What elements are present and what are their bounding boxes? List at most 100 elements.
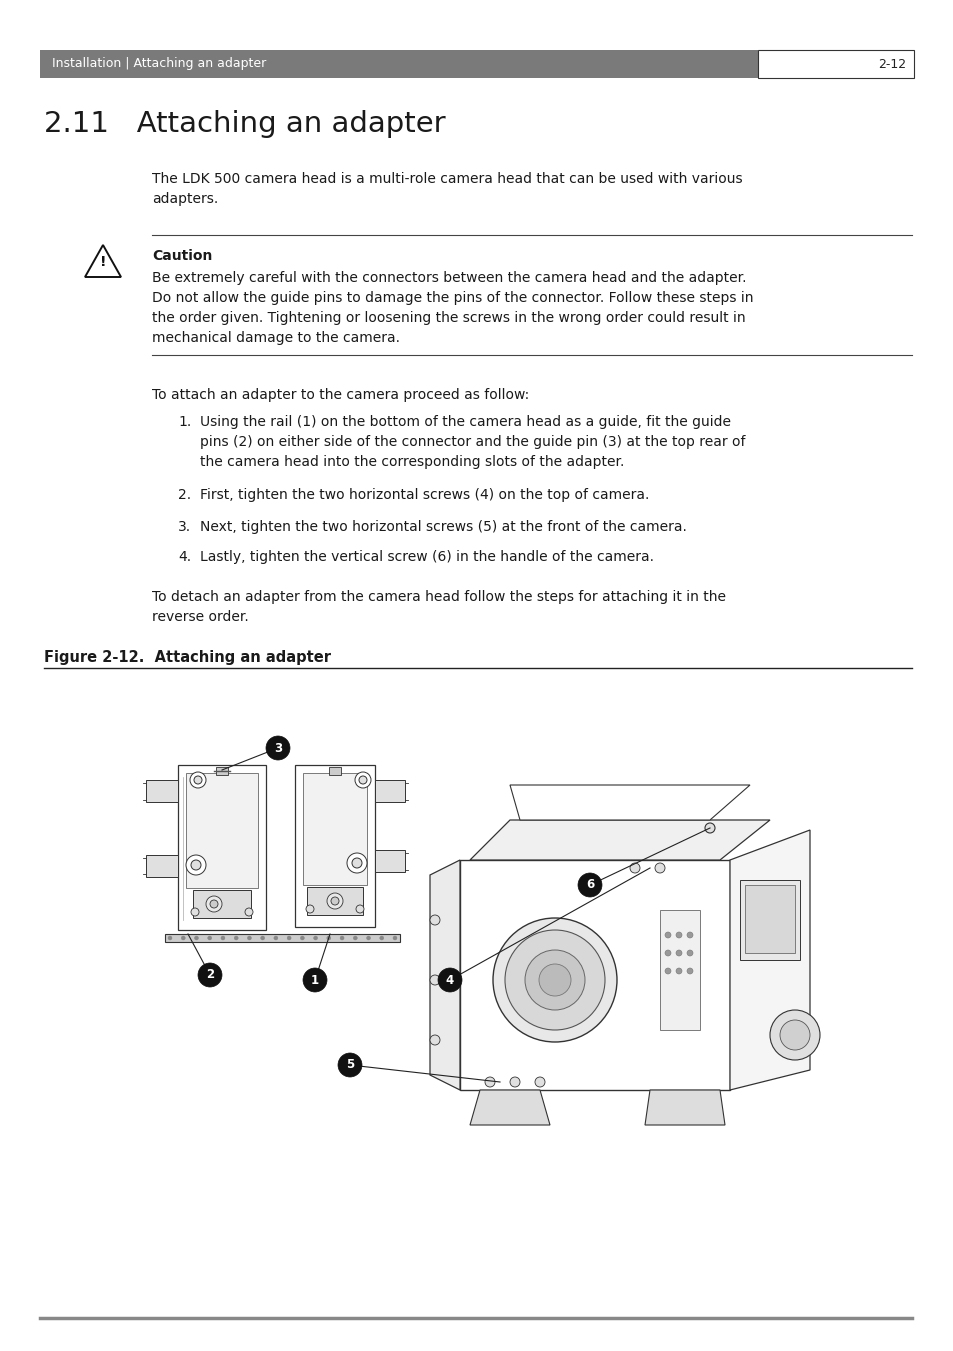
Text: 2.11   Attaching an adapter: 2.11 Attaching an adapter (44, 109, 445, 138)
Circle shape (358, 775, 367, 784)
Circle shape (266, 736, 290, 761)
Circle shape (303, 969, 327, 992)
Circle shape (337, 1052, 361, 1077)
Circle shape (676, 969, 681, 974)
Circle shape (233, 936, 238, 940)
Polygon shape (644, 1090, 724, 1125)
Circle shape (535, 1077, 544, 1088)
Circle shape (676, 932, 681, 938)
Bar (215, 767, 228, 775)
Circle shape (339, 936, 344, 940)
Bar (178, 765, 266, 929)
Bar (303, 773, 367, 885)
Circle shape (686, 950, 692, 957)
Circle shape (430, 1035, 439, 1046)
Bar (186, 773, 257, 888)
Polygon shape (510, 785, 749, 820)
Text: Be extremely careful with the connectors between the camera head and the adapter: Be extremely careful with the connectors… (152, 272, 753, 345)
Circle shape (686, 932, 692, 938)
Bar (659, 911, 700, 1029)
Text: 3: 3 (274, 742, 282, 754)
Bar (740, 880, 800, 961)
Circle shape (524, 950, 584, 1011)
Circle shape (194, 936, 198, 940)
Circle shape (430, 975, 439, 985)
Text: Lastly, tighten the vertical screw (6) in the handle of the camera.: Lastly, tighten the vertical screw (6) i… (200, 550, 654, 563)
Circle shape (664, 932, 670, 938)
Text: 2-12: 2-12 (877, 58, 905, 70)
Text: Figure 2-12.  Attaching an adapter: Figure 2-12. Attaching an adapter (44, 650, 331, 665)
Bar (40, 50, 758, 78)
Circle shape (314, 936, 317, 940)
Text: To attach an adapter to the camera proceed as follow:: To attach an adapter to the camera proce… (152, 388, 529, 403)
Bar (307, 888, 363, 915)
Bar (146, 780, 178, 802)
Circle shape (769, 1011, 820, 1061)
Circle shape (306, 905, 314, 913)
Circle shape (353, 936, 357, 940)
Circle shape (780, 1020, 809, 1050)
Bar (146, 855, 178, 877)
Circle shape (664, 969, 670, 974)
Circle shape (300, 936, 304, 940)
Text: First, tighten the two horizontal screws (4) on the top of camera.: First, tighten the two horizontal screws… (200, 488, 649, 503)
Circle shape (355, 771, 371, 788)
Circle shape (210, 900, 218, 908)
Circle shape (655, 863, 664, 873)
Text: 6: 6 (585, 878, 594, 892)
Circle shape (186, 855, 206, 875)
Circle shape (347, 852, 367, 873)
Bar (329, 767, 340, 775)
Circle shape (355, 905, 364, 913)
Text: 2.: 2. (178, 488, 191, 503)
Text: 2: 2 (206, 969, 213, 981)
Bar (758, 50, 913, 78)
Circle shape (198, 963, 222, 988)
Circle shape (274, 936, 277, 940)
Bar (165, 934, 399, 942)
Circle shape (181, 936, 185, 940)
Text: 4.: 4. (178, 550, 191, 563)
Bar (459, 861, 729, 1090)
Circle shape (260, 936, 264, 940)
Text: Using the rail (1) on the bottom of the camera head as a guide, fit the guide
pi: Using the rail (1) on the bottom of the … (200, 415, 744, 469)
Text: 1: 1 (311, 974, 318, 986)
Circle shape (393, 936, 396, 940)
Circle shape (191, 908, 199, 916)
Circle shape (245, 908, 253, 916)
Text: !: ! (100, 255, 106, 269)
Text: 1.: 1. (178, 415, 191, 430)
Circle shape (287, 936, 291, 940)
Circle shape (366, 936, 370, 940)
Circle shape (168, 936, 172, 940)
Bar (744, 885, 794, 952)
Circle shape (430, 915, 439, 925)
Polygon shape (430, 861, 459, 1090)
Circle shape (664, 950, 670, 957)
Circle shape (538, 965, 571, 996)
Bar (294, 765, 375, 927)
Circle shape (352, 858, 361, 867)
Circle shape (676, 950, 681, 957)
Circle shape (504, 929, 604, 1029)
Bar (375, 780, 405, 802)
Bar (375, 850, 405, 871)
Circle shape (206, 896, 222, 912)
Circle shape (190, 771, 206, 788)
Circle shape (686, 969, 692, 974)
Circle shape (331, 897, 338, 905)
Text: Next, tighten the two horizontal screws (5) at the front of the camera.: Next, tighten the two horizontal screws … (200, 520, 686, 534)
Circle shape (379, 936, 383, 940)
Polygon shape (729, 830, 809, 1090)
Circle shape (191, 861, 201, 870)
Circle shape (221, 936, 225, 940)
Polygon shape (470, 1090, 550, 1125)
Circle shape (327, 893, 343, 909)
Circle shape (578, 873, 601, 897)
Text: The LDK 500 camera head is a multi-role camera head that can be used with variou: The LDK 500 camera head is a multi-role … (152, 172, 741, 207)
Text: Caution: Caution (152, 249, 213, 263)
Circle shape (327, 936, 331, 940)
Circle shape (193, 775, 202, 784)
Circle shape (510, 1077, 519, 1088)
Bar (193, 890, 251, 917)
